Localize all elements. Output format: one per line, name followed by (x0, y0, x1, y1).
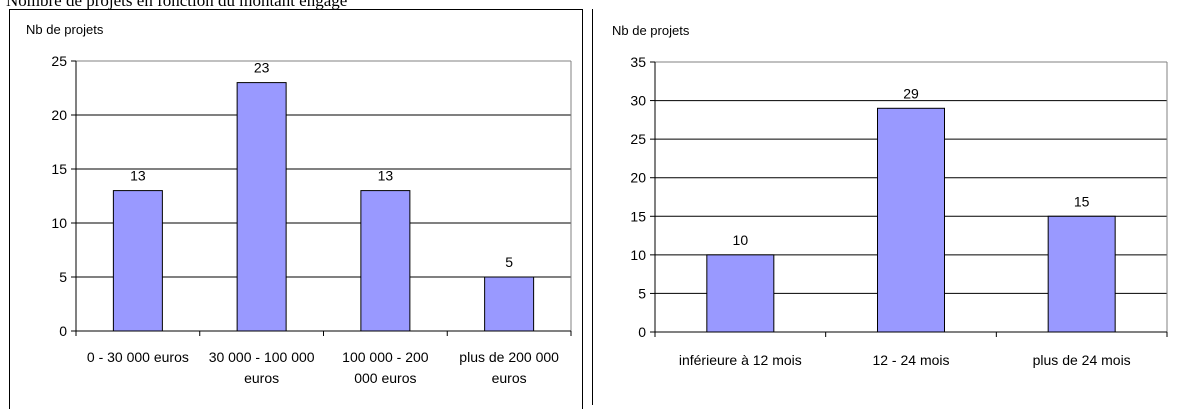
chart-1-data-label: 10 (733, 232, 749, 248)
right-chart-frame-edge (592, 9, 593, 405)
chart-1-y-tick-label: 15 (630, 208, 646, 224)
chart-0-category-label: 30 000 - 100 000 (209, 349, 315, 365)
chart-0-bar (360, 190, 411, 332)
chart-duration-svg: Nb de projets 0 5 10 15 20 25 30 35 10 29 15 inférie… (612, 23, 1168, 368)
chart-1-y-tick-label: 35 (630, 54, 646, 70)
chart-1-category-label: 12 - 24 mois (872, 352, 949, 368)
chart-1-bar (1047, 215, 1116, 333)
left-chart-frame (9, 9, 583, 409)
chart-1-y-tick-label: 20 (630, 170, 646, 186)
chart-0-category-label: euros (492, 370, 527, 386)
chart-0-category-label: 000 euros (354, 370, 416, 386)
chart-0-y-tick-label: 20 (51, 107, 67, 123)
chart-1-y-tick-label: 0 (638, 324, 646, 340)
chart-0-bar (484, 276, 535, 332)
chart-0-data-label: 5 (505, 254, 513, 270)
chart-0-y-tick-label: 10 (51, 215, 67, 231)
chart-0-category-label: 0 - 30 000 euros (87, 349, 189, 365)
page-caption: Nombre de projets en fonction du montant… (6, 0, 348, 10)
chart-1-data-label: 29 (903, 85, 919, 101)
chart-amount-svg: Nb de projets 0 5 10 15 20 25 13 23 13 5 0 - 30 000… (26, 22, 572, 386)
chart-1-y-tick-label: 10 (630, 247, 646, 263)
chart-amount: Nb de projets 0 5 10 15 20 25 13 23 13 5 0 - 30 000… (9, 9, 584, 405)
chart-0-data-label: 13 (378, 168, 394, 184)
chart-0-data-label: 13 (130, 168, 146, 184)
chart-0-data-label: 23 (254, 60, 270, 76)
chart-0-y-tick-label: 5 (59, 269, 67, 285)
chart-0-y-tick-label: 25 (51, 53, 67, 69)
chart-1-y-axis-label: Nb de projets (612, 23, 690, 38)
chart-1-y-tick-label: 5 (638, 285, 646, 301)
chart-0-y-tick-label: 0 (59, 323, 67, 339)
chart-0-category-label: plus de 200 000 (459, 349, 559, 365)
chart-0-bar (236, 82, 287, 332)
chart-1-category-label: plus de 24 mois (1033, 352, 1131, 368)
chart-0-y-tick-label: 15 (51, 161, 67, 177)
chart-1-y-tick-label: 30 (630, 93, 646, 109)
chart-1-data-label: 15 (1074, 193, 1090, 209)
chart-0-y-axis-label: Nb de projets (26, 22, 104, 37)
chart-1-bar (706, 254, 775, 333)
chart-1-y-tick-label: 25 (630, 131, 646, 147)
chart-0-bar (112, 190, 163, 332)
chart-0-category-label: euros (244, 370, 279, 386)
chart-1-bar (877, 107, 945, 333)
chart-0-category-label: 100 000 - 200 (342, 349, 429, 365)
chart-1-category-label: inférieure à 12 mois (679, 352, 802, 368)
chart-duration: Nb de projets 0 5 10 15 20 25 30 35 10 29 15 inférie… (593, 9, 1187, 405)
